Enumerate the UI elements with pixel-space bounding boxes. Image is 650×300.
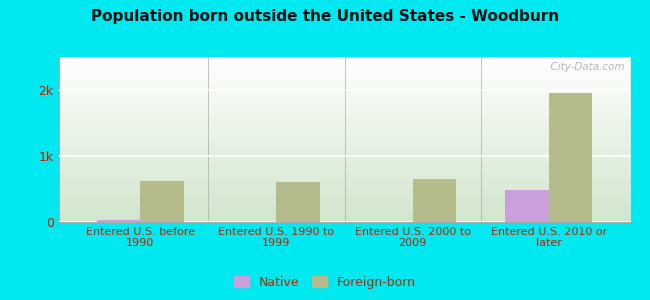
- Text: Population born outside the United States - Woodburn: Population born outside the United State…: [91, 9, 559, 24]
- Bar: [140, 181, 184, 222]
- Legend: Native, Foreign-born: Native, Foreign-born: [229, 271, 421, 294]
- Bar: [413, 179, 456, 222]
- Bar: [276, 182, 320, 222]
- Bar: [549, 93, 592, 222]
- Bar: [505, 190, 549, 222]
- Text: City-Data.com: City-Data.com: [544, 62, 625, 72]
- Bar: [97, 220, 140, 222]
